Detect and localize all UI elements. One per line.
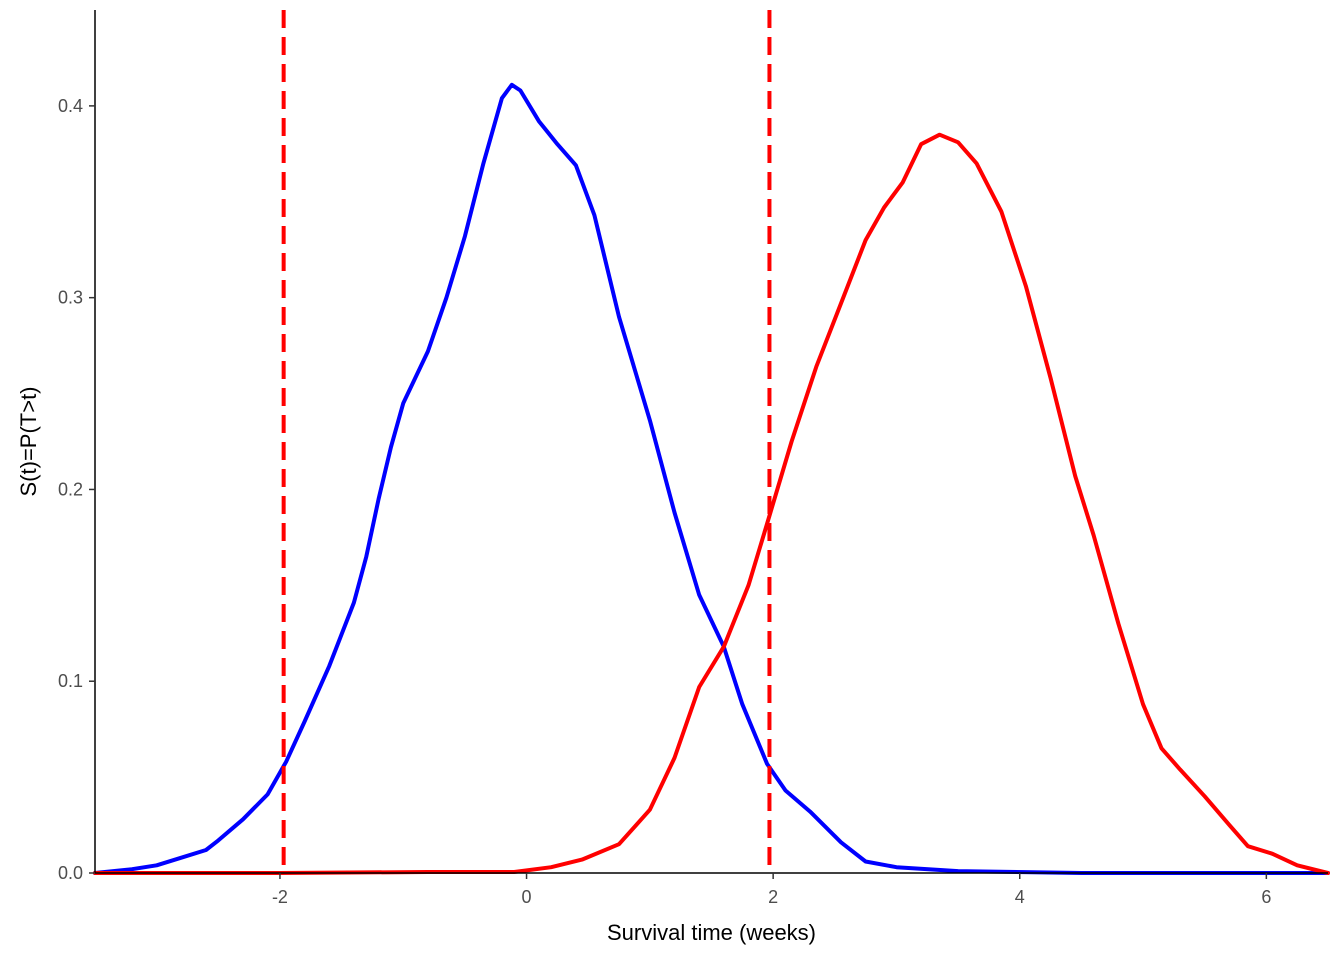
x-tick-label: -2 [272, 887, 288, 907]
blue-density-line [93, 82, 1330, 875]
y-tick-label: 0.2 [58, 479, 83, 499]
y-ticks: 0.0 0.1 0.2 0.3 0.4 [58, 96, 95, 883]
x-tick-label: 0 [522, 887, 532, 907]
x-ticks: -2 0 2 4 6 [272, 873, 1271, 907]
x-axis-title: Survival time (weeks) [607, 920, 816, 945]
y-tick-label: 0.4 [58, 96, 83, 116]
axes: -2 0 2 4 6 0.0 0.1 0.2 0.3 0.4 [58, 10, 1328, 907]
x-tick-label: 6 [1261, 887, 1271, 907]
x-tick-label: 4 [1015, 887, 1025, 907]
x-tick-label: 2 [768, 887, 778, 907]
plot-area [93, 10, 1330, 875]
y-axis-title: S(t)=P(T>t) [16, 386, 41, 496]
y-tick-label: 0.1 [58, 671, 83, 691]
y-tick-label: 0.3 [58, 288, 83, 308]
red-density-line [93, 132, 1330, 875]
y-tick-label: 0.0 [58, 863, 83, 883]
